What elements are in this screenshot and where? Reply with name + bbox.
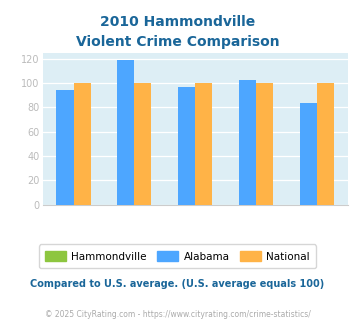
Bar (73, 83, 91, 205)
Bar (300, 103, 317, 205)
Bar (56, 90, 73, 205)
Bar (195, 83, 212, 205)
Text: 2010 Hammondville: 2010 Hammondville (100, 15, 255, 29)
Bar (317, 83, 334, 205)
Text: Violent Crime Comparison: Violent Crime Comparison (76, 35, 279, 49)
Bar (239, 80, 256, 205)
Bar (118, 60, 135, 205)
Bar (178, 87, 195, 205)
Bar (135, 83, 152, 205)
Legend: Hammondville, Alabama, National: Hammondville, Alabama, National (39, 245, 316, 268)
Text: © 2025 CityRating.com - https://www.cityrating.com/crime-statistics/: © 2025 CityRating.com - https://www.city… (45, 310, 310, 319)
Text: Compared to U.S. average. (U.S. average equals 100): Compared to U.S. average. (U.S. average … (31, 279, 324, 289)
Bar (256, 83, 273, 205)
